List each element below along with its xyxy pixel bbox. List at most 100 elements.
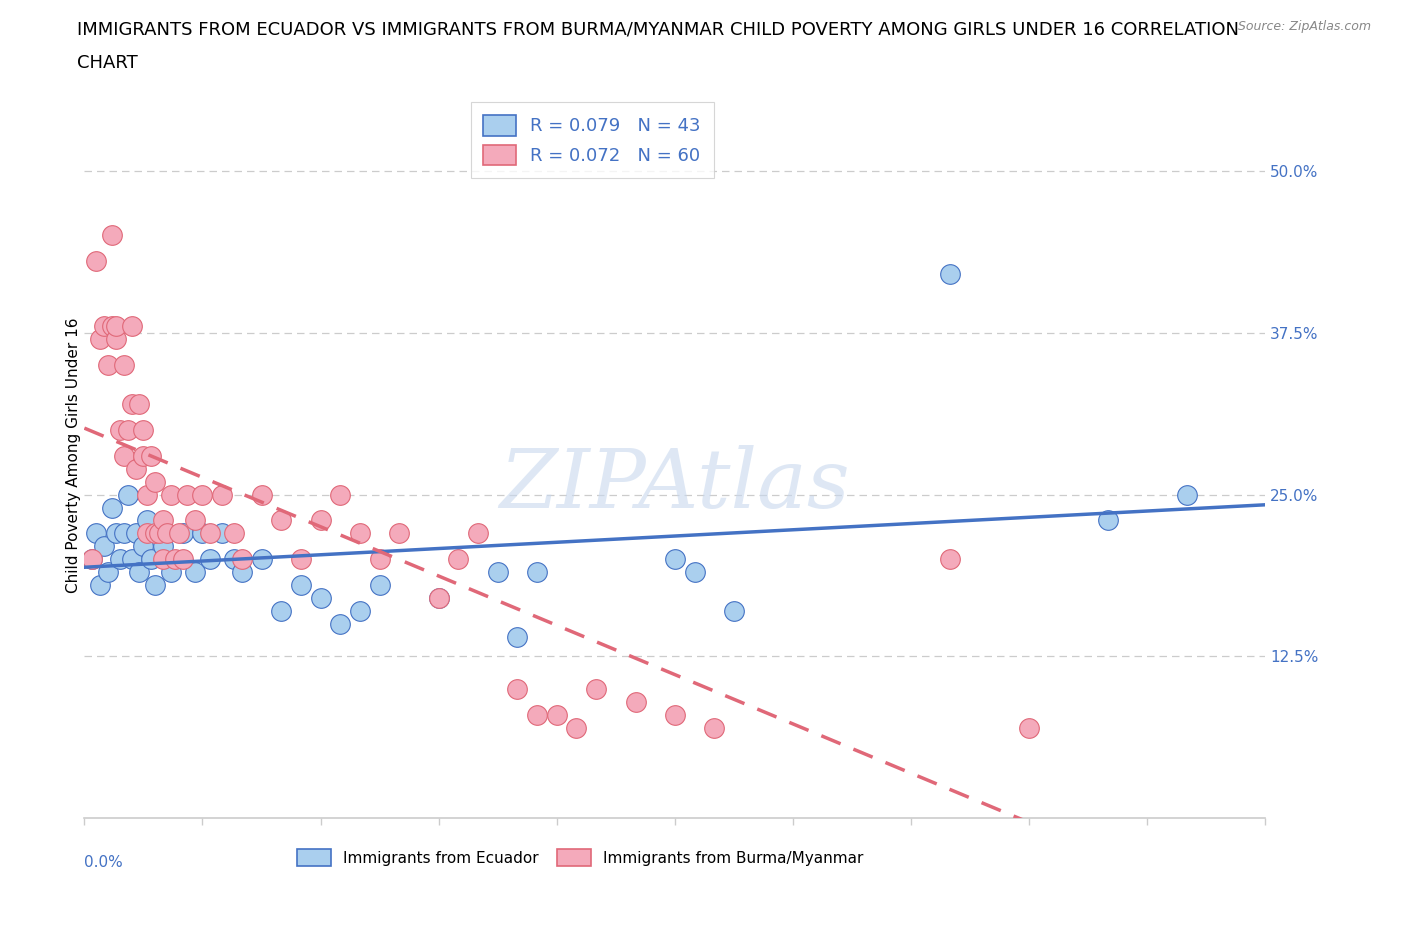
Point [172, 551, 194, 566]
Point [101, 319, 124, 334]
Point [526, 565, 548, 579]
Point [427, 591, 450, 605]
Point [89, 332, 111, 347]
Point [624, 695, 647, 710]
Point [270, 604, 292, 618]
Point [703, 720, 725, 735]
Point [93, 319, 115, 334]
Point [101, 500, 124, 515]
Point [176, 487, 198, 502]
Point [250, 487, 273, 502]
Y-axis label: Child Poverty Among Girls Under 16: Child Poverty Among Girls Under 16 [66, 318, 80, 593]
Text: 0.0%: 0.0% [84, 855, 124, 870]
Point [124, 461, 146, 476]
Point [349, 604, 371, 618]
Point [683, 565, 706, 579]
Point [467, 526, 489, 541]
Point [546, 708, 568, 723]
Point [270, 513, 292, 528]
Point [97, 358, 120, 373]
Point [486, 565, 509, 579]
Text: CHART: CHART [77, 54, 138, 72]
Point [222, 526, 245, 541]
Point [349, 526, 371, 541]
Point [1097, 513, 1119, 528]
Text: IMMIGRANTS FROM ECUADOR VS IMMIGRANTS FROM BURMA/MYANMAR CHILD POVERTY AMONG GIR: IMMIGRANTS FROM ECUADOR VS IMMIGRANTS FR… [77, 20, 1239, 38]
Point [723, 604, 745, 618]
Point [112, 358, 135, 373]
Point [368, 551, 391, 566]
Point [117, 422, 139, 437]
Point [136, 487, 159, 502]
Point [565, 720, 588, 735]
Point [143, 526, 166, 541]
Point [136, 526, 159, 541]
Point [117, 487, 139, 502]
Point [108, 422, 131, 437]
Point [172, 526, 194, 541]
Point [82, 551, 104, 566]
Point [160, 487, 183, 502]
Legend: Immigrants from Ecuador, Immigrants from Burma/Myanmar: Immigrants from Ecuador, Immigrants from… [291, 843, 869, 872]
Text: ZIPAtlas: ZIPAtlas [499, 445, 851, 525]
Point [84, 526, 107, 541]
Point [143, 474, 166, 489]
Point [183, 565, 205, 579]
Point [329, 487, 352, 502]
Point [112, 448, 135, 463]
Point [191, 526, 214, 541]
Point [104, 332, 127, 347]
Point [250, 551, 273, 566]
Point [1175, 487, 1198, 502]
Point [132, 448, 155, 463]
Point [108, 551, 131, 566]
Point [427, 591, 450, 605]
Point [388, 526, 411, 541]
Point [211, 487, 233, 502]
Point [939, 267, 962, 282]
Point [152, 513, 174, 528]
Point [290, 551, 312, 566]
Point [128, 396, 150, 411]
Point [132, 539, 155, 554]
Point [506, 682, 529, 697]
Point [309, 513, 332, 528]
Point [148, 526, 170, 541]
Point [211, 526, 233, 541]
Point [231, 551, 253, 566]
Point [664, 708, 686, 723]
Point [183, 513, 205, 528]
Point [506, 630, 529, 644]
Point [93, 539, 115, 554]
Point [222, 551, 245, 566]
Point [89, 578, 111, 592]
Point [231, 565, 253, 579]
Point [128, 565, 150, 579]
Point [1018, 720, 1040, 735]
Point [447, 551, 470, 566]
Point [156, 526, 179, 541]
Point [121, 319, 143, 334]
Point [200, 551, 222, 566]
Point [526, 708, 548, 723]
Point [200, 526, 222, 541]
Point [163, 551, 186, 566]
Point [191, 487, 214, 502]
Point [101, 228, 124, 243]
Point [121, 551, 143, 566]
Point [82, 551, 104, 566]
Point [309, 591, 332, 605]
Point [112, 526, 135, 541]
Point [152, 551, 174, 566]
Point [329, 617, 352, 631]
Point [939, 551, 962, 566]
Point [141, 551, 163, 566]
Point [104, 319, 127, 334]
Point [160, 565, 183, 579]
Point [152, 539, 174, 554]
Point [132, 422, 155, 437]
Point [143, 578, 166, 592]
Point [124, 526, 146, 541]
Point [585, 682, 607, 697]
Point [167, 526, 190, 541]
